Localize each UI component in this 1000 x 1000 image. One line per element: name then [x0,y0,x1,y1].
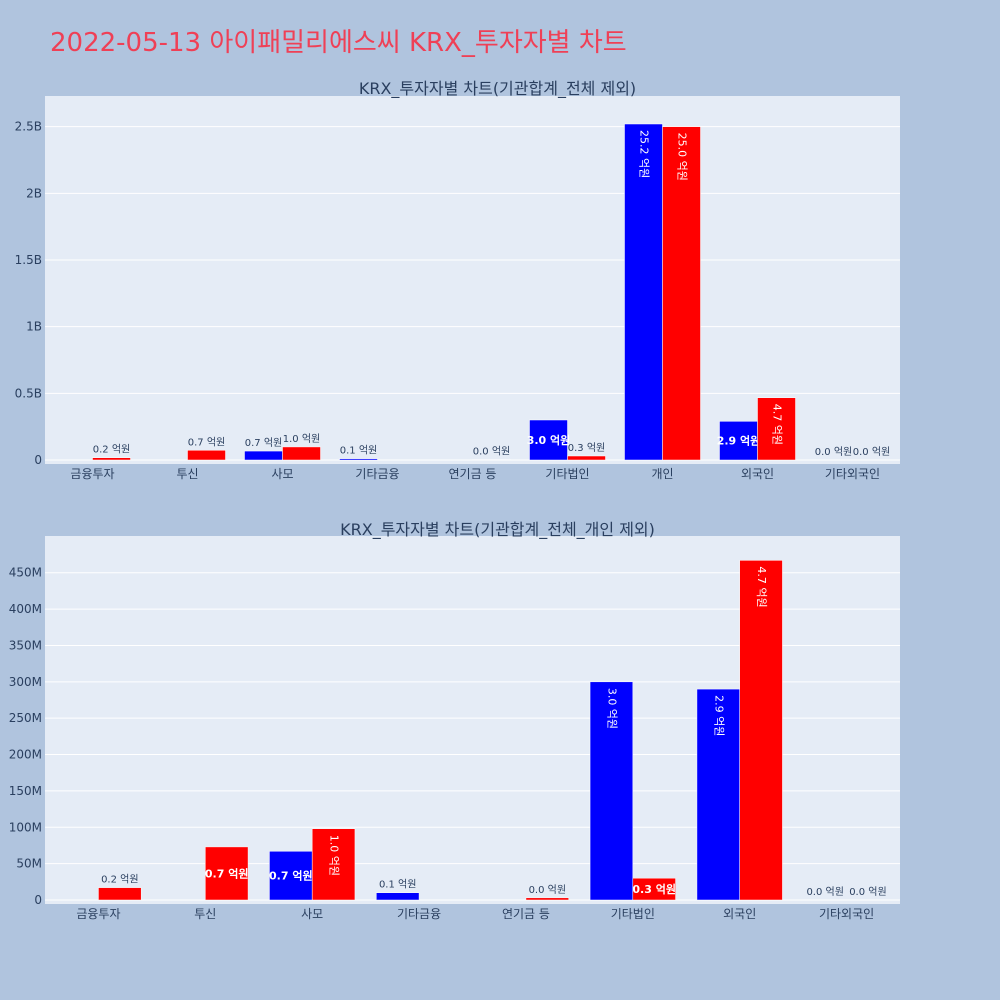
buy-bar [529,419,568,461]
data-label: 1.0 억원 [328,835,341,876]
x-tick-label: 사모 [301,907,323,921]
buy-bar [244,450,283,461]
data-label: 0.2 억원 [93,444,130,456]
sell-bar [282,446,321,461]
x-tick-label: 기타외국인 [819,907,874,921]
y-tick-label: 1B [26,320,42,334]
x-tick-label: 기타법인 [545,467,589,481]
data-label: 0.3 억원 [632,882,676,896]
sell-bar [205,846,249,901]
sell-bar [525,897,569,901]
y-tick-label: 2B [26,186,42,200]
buy-bar [589,681,634,901]
sell-bar [92,457,131,461]
x-tick-label: 기타금융 [355,467,399,481]
data-label: 4.7 억원 [755,566,768,607]
sell-bar [757,397,796,461]
sell-bar [567,455,606,461]
data-label: 0.7 억원 [269,869,313,883]
sell-bar [98,887,142,901]
x-tick-label: 기타외국인 [825,467,880,481]
x-tick-label: 금융투자 [70,467,114,481]
data-label: 2.9 억원 [717,434,761,448]
x-tick-label: 기타법인 [611,907,655,921]
data-label: 0.7 억원 [245,437,282,449]
x-tick-label: 외국인 [723,907,756,921]
x-tick-label: 연기금 등 [502,907,550,921]
data-label: 0.0 억원 [529,884,566,896]
x-tick-label: 투신 [194,907,216,921]
buy-bar [719,421,758,461]
y-tick-label: 50M [16,857,42,871]
y-tick-label: 100M [9,820,42,834]
sell-bar [187,450,226,461]
y-tick-label: 350M [9,638,42,652]
data-label: 0.0 억원 [806,886,843,898]
y-tick-label: 300M [9,675,42,689]
y-tick-label: 400M [9,602,42,616]
buy-bar [696,688,740,901]
data-label: 25.0 억원 [676,133,689,181]
buy-bar [339,458,378,461]
y-tick-label: 0 [34,453,42,467]
x-tick-label: 외국인 [741,467,774,481]
y-tick-label: 200M [9,748,42,762]
y-tick-label: 1.5B [15,253,42,267]
y-tick-label: 450M [9,566,42,580]
x-tick-label: 기타금융 [397,907,441,921]
data-label: 25.2 억원 [638,130,651,178]
buy-bar [624,123,663,461]
data-label: 0.1 억원 [379,879,416,891]
data-label: 0.0 억원 [815,446,852,458]
data-label: 2.9 억원 [712,695,725,736]
data-label: 0.3 억원 [568,442,605,454]
data-label: 0.7 억원 [188,436,225,448]
chart-1: 0 0.5B 1B 1.5B 2B 2.5B KRX_투자자별 차트(기관합계_전체 제외)… [15,79,900,481]
data-label: 0.0 억원 [849,886,886,898]
y-tick-label: 0 [34,893,42,907]
x-tick-label: 개인 [651,467,673,481]
data-label: 1.0 억원 [283,433,320,445]
data-label: 3.0 억원 [527,433,571,447]
y-tick-label: 2.5B [15,120,42,134]
chart-title: KRX_투자자별 차트(기관합계_전체_개인 제외) [340,520,655,540]
buy-bar [376,892,420,901]
data-label: 0.0 억원 [853,446,890,458]
data-label: 3.0 억원 [605,688,618,729]
data-label: 0.0 억원 [473,446,510,458]
data-label: 0.1 억원 [340,445,377,457]
chart-title: KRX_투자자별 차트(기관합계_전체 제외) [359,79,636,99]
x-tick-label: 사모 [271,467,293,481]
page-title: 2022-05-13 아이패밀리에스씨 KRX_투자자별 차트 [50,28,627,58]
x-tick-label: 금융투자 [76,907,120,921]
y-tick-label: 0.5B [15,386,42,400]
x-tick-label: 투신 [176,467,198,481]
y-tick-label: 250M [9,711,42,725]
sell-bar [739,560,783,901]
sell-bar [311,828,356,901]
x-tick-label: 연기금 등 [449,467,497,481]
sell-bar [632,877,676,901]
data-label: 4.7 억원 [771,404,784,445]
data-label: 0.2 억원 [101,874,138,886]
data-label: 0.7 억원 [205,866,249,880]
sell-bar [662,126,701,461]
chart-2: 0 50M 100M 150M 200M 250M 300M 350M 400M 450M KRX_… [9,520,900,921]
buy-bar [269,851,313,901]
y-tick-label: 150M [9,784,42,798]
